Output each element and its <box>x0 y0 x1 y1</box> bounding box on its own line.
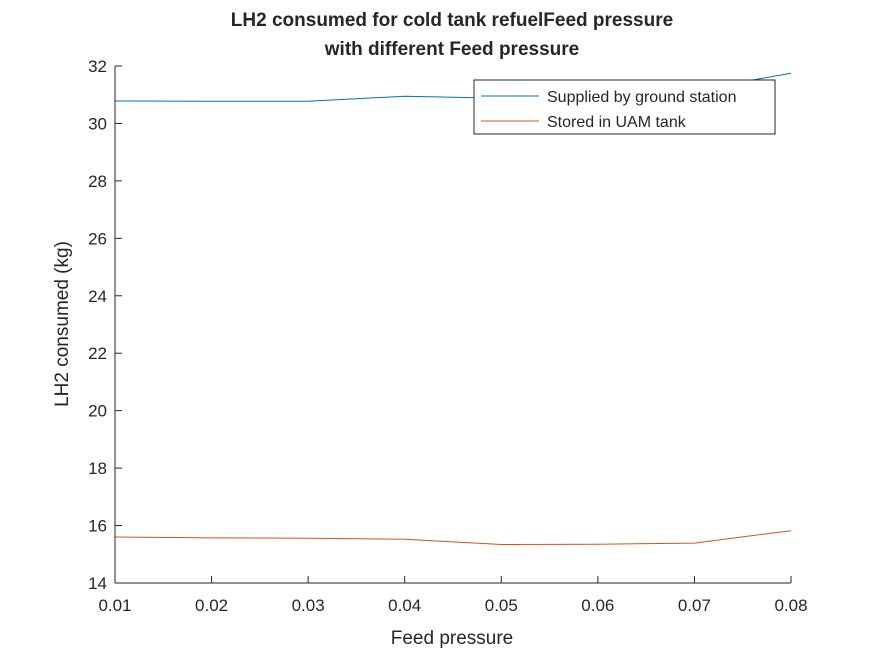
y-tick-label: 16 <box>88 517 107 536</box>
y-tick-label: 24 <box>88 287 107 306</box>
y-axis-label: LH2 consumed (kg) <box>52 241 73 407</box>
x-tick-label: 0.05 <box>485 596 518 615</box>
y-tick-label: 26 <box>88 229 107 248</box>
y-tick-label: 18 <box>88 459 107 478</box>
x-tick-label: 0.07 <box>678 596 711 615</box>
y-tick-label: 32 <box>88 57 107 76</box>
x-tick-label: 0.06 <box>581 596 614 615</box>
x-tick-label: 0.04 <box>388 596 421 615</box>
series-line-stored-in-uam-tank <box>114 530 792 546</box>
y-tick-label: 22 <box>88 344 107 363</box>
chart-title-line-1: LH2 consumed for cold tank refuelFeed pr… <box>231 10 673 31</box>
x-tick-label: 0.02 <box>195 596 228 615</box>
axes-layer: 0.01 0.02 0.03 0.04 0.05 0.06 0.07 0.08 14 16 18 20… <box>88 57 807 615</box>
legend-label-stored: Stored in UAM tank <box>547 114 687 131</box>
y-tick-label: 20 <box>88 402 107 421</box>
x-tick-label: 0.08 <box>774 596 807 615</box>
x-tick-label: 0.01 <box>98 596 131 615</box>
y-tick-label: 28 <box>88 172 107 191</box>
legend-label-supplied: Supplied by ground station <box>547 89 736 106</box>
y-tick-label: 30 <box>88 114 107 133</box>
y-tick-label: 14 <box>88 574 107 593</box>
legend-box <box>473 79 776 135</box>
legend: Supplied by ground station Stored in UAM… <box>473 79 776 135</box>
x-axis-label: Feed pressure <box>391 628 514 649</box>
x-tick-label: 0.03 <box>292 596 325 615</box>
chart-title-line-2: with different Feed pressure <box>324 39 579 60</box>
plot-area <box>115 66 791 583</box>
